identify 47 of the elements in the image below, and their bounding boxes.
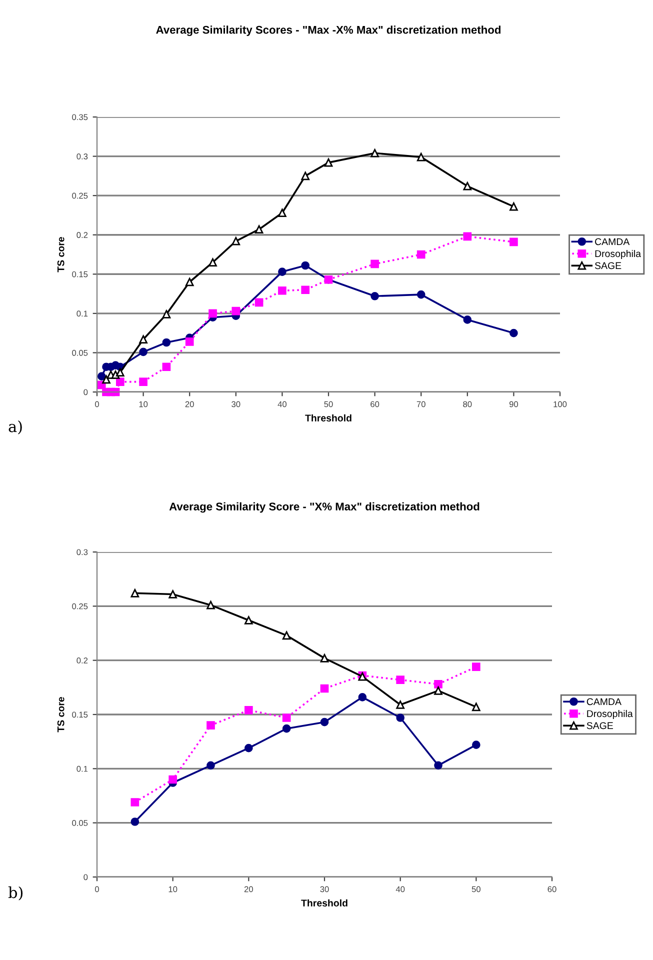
chart-title: Average Similarity Score - "X% Max" discretization method <box>169 502 480 513</box>
x-tick-label: 30 <box>232 401 240 408</box>
y-tick-label: 0 <box>84 389 88 396</box>
x-tick-label: 50 <box>472 886 480 892</box>
legend-label: CAMDA <box>595 238 630 246</box>
y-tick-label: 0.25 <box>72 603 88 610</box>
y-axis-title: TS core <box>57 697 64 732</box>
x-tick-label: 50 <box>324 401 333 408</box>
x-tick-label: 30 <box>320 886 329 892</box>
y-tick-label: 0.05 <box>72 350 88 356</box>
legend-label: SAGE <box>594 262 622 270</box>
x-tick-label: 0 <box>95 886 99 892</box>
x-tick-label: 40 <box>396 886 405 892</box>
y-tick-label: 0.15 <box>72 712 88 718</box>
x-tick-label: 20 <box>185 401 194 408</box>
text: b) <box>8 886 23 900</box>
y-tick-label: 0.05 <box>72 820 88 826</box>
x-tick-label: 60 <box>548 886 556 892</box>
y-axis-title: TS core <box>57 237 64 272</box>
y-tick-label: 0.35 <box>72 114 88 120</box>
text: a) <box>8 420 22 434</box>
y-tick-label: 0.3 <box>76 549 88 556</box>
y-tick-label: 0.1 <box>76 766 88 772</box>
x-tick-label: 90 <box>509 401 518 408</box>
legend-label: Drosophila <box>595 250 642 260</box>
y-tick-label: 0 <box>84 874 88 880</box>
x-tick-label: 20 <box>244 886 253 892</box>
x-tick-label: 0 <box>95 401 99 408</box>
y-tick-label: 0.15 <box>72 271 88 278</box>
y-tick-label: 0.2 <box>76 658 88 664</box>
x-tick-label: 80 <box>463 401 472 408</box>
x-axis-title: Threshold <box>305 414 352 422</box>
x-tick-label: 40 <box>278 401 287 408</box>
y-tick-label: 0.1 <box>76 310 88 317</box>
x-tick-label: 70 <box>416 401 426 408</box>
y-tick-label: 0.2 <box>76 232 88 238</box>
x-tick-label: 100 <box>554 401 567 408</box>
y-tick-label: 0.25 <box>72 192 88 199</box>
chart-title: Average Similarity Scores - "Max -X% Max" discretization method <box>156 26 500 36</box>
legend-label: CAMDA <box>586 698 622 706</box>
x-tick-label: 10 <box>139 401 148 408</box>
x-axis-title: Threshold <box>301 899 348 906</box>
y-tick-label: 0.3 <box>76 153 88 160</box>
x-tick-label: 10 <box>168 886 178 892</box>
x-tick-label: 60 <box>370 401 380 408</box>
legend-label: Drosophila <box>587 710 633 720</box>
legend-label: SAGE <box>586 722 613 730</box>
